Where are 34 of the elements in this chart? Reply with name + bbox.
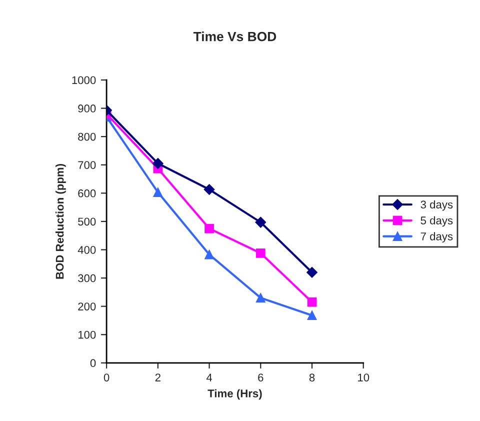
legend-label: 3 days <box>420 200 453 211</box>
point <box>306 266 318 278</box>
x-tick-label: 8 <box>309 374 315 382</box>
y-tick-label: 100 <box>78 330 96 339</box>
y-tick-label: 800 <box>78 132 96 141</box>
y-tick-label: 500 <box>78 218 96 226</box>
y-tick-label: 700 <box>78 161 96 169</box>
point <box>307 297 317 307</box>
y-tick-label: 0 <box>90 359 96 368</box>
x-tick-label: 0 <box>104 374 110 382</box>
y-tick-label: 400 <box>78 246 96 254</box>
x-tick-label: 4 <box>206 374 212 382</box>
y-axis-title: BOD Reduction (ppm) <box>56 164 66 279</box>
x-tick-label: 2 <box>155 374 160 382</box>
point <box>152 158 164 169</box>
point <box>307 310 317 320</box>
y-tick-label: 600 <box>78 189 96 198</box>
legend-label: 7 days <box>420 232 453 243</box>
point <box>255 216 266 228</box>
y-tick-label: 1000 <box>72 76 96 84</box>
y-tick-label: 900 <box>78 104 96 112</box>
point <box>256 293 266 303</box>
legend-label: 5 days <box>420 216 453 227</box>
point <box>204 250 214 260</box>
chart-title: Time Vs BOD <box>193 32 276 42</box>
x-tick-label: 10 <box>358 374 370 382</box>
y-tick-label: 200 <box>78 302 96 310</box>
y-tick-label: 300 <box>78 274 96 282</box>
point <box>153 188 163 197</box>
x-axis-title: Time (Hrs) <box>208 389 262 400</box>
point <box>204 224 214 234</box>
point <box>204 184 215 195</box>
point <box>256 248 266 258</box>
x-tick-label: 6 <box>258 374 264 382</box>
